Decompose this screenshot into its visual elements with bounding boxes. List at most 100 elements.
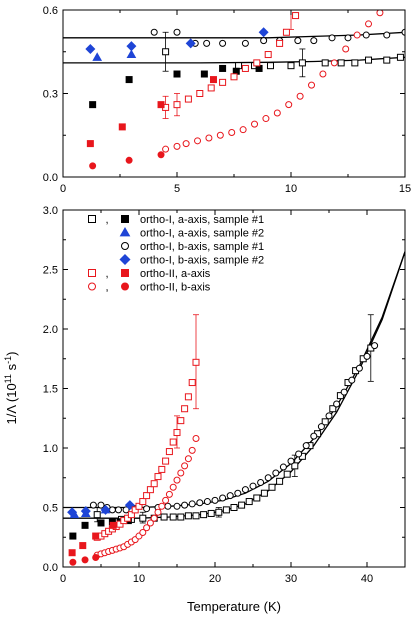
inset-point-s8 bbox=[330, 59, 338, 67]
main-point-s8 bbox=[188, 446, 196, 454]
y-axis-label-unit: s bbox=[4, 363, 19, 374]
inset-point-s8 bbox=[296, 92, 304, 100]
inset-point-s9 bbox=[157, 151, 165, 159]
main-point-s6 bbox=[154, 473, 162, 481]
main-point-s8 bbox=[192, 434, 200, 442]
y-axis-label: 1/Λ (1011 s-1) bbox=[3, 351, 19, 424]
inset-point-s4 bbox=[241, 39, 249, 47]
main-point-s4 bbox=[188, 500, 196, 508]
inset-point-s5 bbox=[85, 43, 96, 54]
inset-point-s8 bbox=[162, 145, 170, 153]
legend-entry: , ortho-II, b-axis bbox=[88, 282, 211, 294]
main-y-tick-label: 2.0 bbox=[43, 324, 58, 336]
main-panel: 0 10 20 30 40 0.0 0.5 1.0 1.5 2.0 2.5 3.0 , ortho-I,… bbox=[3, 205, 406, 614]
main-y-tick-label: 3.0 bbox=[43, 205, 58, 217]
main-point-s2 bbox=[81, 521, 89, 529]
main-y-tick-label: 1.0 bbox=[43, 443, 58, 455]
inset-point-s6 bbox=[241, 64, 249, 72]
main-point-s4 bbox=[234, 489, 242, 497]
main-point-s1 bbox=[215, 508, 223, 516]
inset-point-s7 bbox=[157, 101, 165, 109]
main-point-s4 bbox=[295, 450, 303, 458]
main-point-s4 bbox=[257, 479, 265, 487]
inset-point-s2 bbox=[125, 76, 133, 84]
inset-data-layer bbox=[63, 10, 405, 170]
main-point-s8 bbox=[184, 455, 192, 463]
inset-x-tick-label: 15 bbox=[399, 183, 411, 195]
main-point-s1 bbox=[291, 462, 299, 470]
main-point-s1 bbox=[184, 512, 192, 520]
legend-entry: ortho-I, a-axis, sample #2 bbox=[119, 226, 264, 240]
main-point-s4 bbox=[279, 463, 287, 471]
legend-marker bbox=[88, 282, 96, 291]
main-point-s6 bbox=[116, 520, 124, 528]
inset-point-s4 bbox=[294, 37, 302, 45]
main-point-s4 bbox=[114, 506, 122, 514]
inset-y-tick-label: 0.0 bbox=[43, 172, 58, 184]
main-point-s8 bbox=[165, 490, 173, 498]
inset-point-s7 bbox=[209, 76, 217, 84]
main-point-s1 bbox=[160, 513, 168, 521]
inset-point-s6 bbox=[264, 51, 272, 59]
inset-point-s1 bbox=[365, 56, 373, 64]
main-point-s8 bbox=[139, 528, 147, 536]
main-point-s1 bbox=[192, 512, 200, 520]
inset-point-s7 bbox=[118, 123, 126, 131]
main-point-s6 bbox=[139, 498, 147, 506]
main-point-s1 bbox=[336, 392, 344, 400]
main-point-s4 bbox=[317, 423, 325, 431]
inset-axes: 0 5 10 15 0.0 0.3 0.6 bbox=[43, 5, 411, 195]
main-y-tick-label: 2.5 bbox=[43, 265, 58, 277]
inset-point-s8 bbox=[228, 128, 236, 136]
main-point-s1 bbox=[93, 511, 101, 519]
inset-point-s4 bbox=[401, 28, 405, 36]
main-point-s1 bbox=[230, 504, 238, 511]
inset-point-s4 bbox=[173, 28, 181, 36]
main-point-s8 bbox=[169, 483, 177, 491]
inset-point-s1 bbox=[396, 53, 404, 61]
legend-marker bbox=[88, 215, 96, 223]
main-point-s4 bbox=[371, 342, 379, 350]
main-point-s4 bbox=[173, 502, 181, 510]
inset-point-s4 bbox=[219, 39, 227, 47]
inset-point-s6 bbox=[292, 12, 300, 20]
main-point-s6 bbox=[192, 358, 200, 366]
inset-point-s6 bbox=[282, 28, 290, 36]
main-point-s6 bbox=[150, 480, 158, 488]
main-point-s1 bbox=[321, 418, 329, 426]
main-point-s4 bbox=[325, 412, 333, 420]
x-axis-label: Temperature (K) bbox=[187, 599, 281, 614]
main-point-s4 bbox=[97, 501, 105, 509]
legend-marker bbox=[119, 226, 131, 237]
main-point-s8 bbox=[158, 502, 166, 510]
main-point-s4 bbox=[203, 498, 211, 506]
inset-point-s1 bbox=[162, 48, 170, 56]
inset-point-s7 bbox=[86, 140, 94, 148]
inset-point-s6 bbox=[276, 39, 284, 47]
legend-label: ortho-I, b-axis, sample #1 bbox=[140, 241, 264, 253]
y-axis-label-exp: 11 bbox=[3, 374, 13, 383]
legend-label: ortho-II, b-axis bbox=[140, 282, 211, 294]
inset-point-s6 bbox=[253, 59, 261, 67]
main-point-s4 bbox=[241, 486, 249, 494]
inset-point-s8 bbox=[251, 120, 259, 128]
main-point-s1 bbox=[283, 470, 291, 478]
main-point-s8 bbox=[150, 514, 158, 522]
inset-point-s8 bbox=[285, 101, 293, 109]
inset-point-s6 bbox=[173, 101, 181, 109]
inset-point-s5 bbox=[258, 27, 269, 38]
main-point-s6 bbox=[131, 506, 139, 514]
inset-point-s1 bbox=[266, 62, 274, 70]
inset-point-s8 bbox=[173, 142, 181, 150]
main-point-s1 bbox=[207, 509, 215, 517]
inset-point-s8 bbox=[194, 137, 202, 145]
main-x-tick-label: 20 bbox=[209, 573, 221, 585]
inset-point-s1 bbox=[321, 59, 329, 67]
y-axis-label-unit-exp: -1 bbox=[3, 356, 13, 364]
main-point-s4 bbox=[89, 501, 97, 509]
main-point-s4 bbox=[219, 494, 227, 502]
main-plot-area bbox=[63, 251, 405, 566]
legend-marker bbox=[121, 215, 129, 223]
main-point-s7 bbox=[79, 542, 87, 550]
main-point-s6 bbox=[124, 514, 132, 522]
